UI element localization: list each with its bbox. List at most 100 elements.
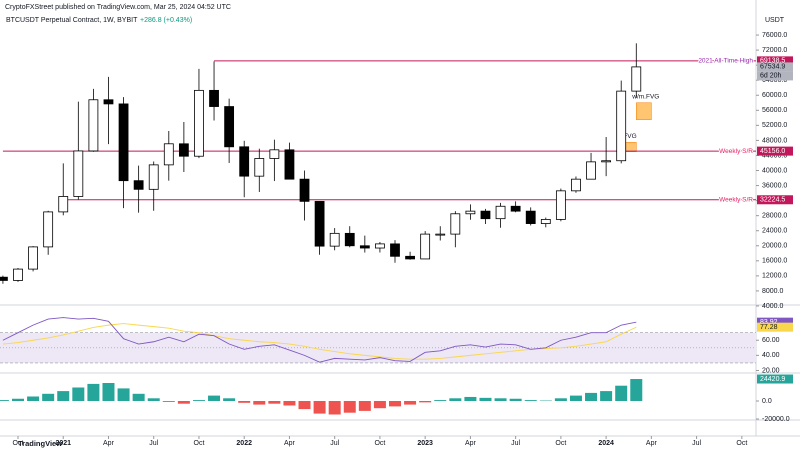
x-tick-label: Oct: [736, 440, 747, 447]
x-tick-label: Apr: [646, 440, 658, 447]
candle-body: [344, 232, 355, 247]
histogram-bar: [615, 385, 628, 401]
histogram-bar: [358, 401, 371, 411]
candle-body: [58, 196, 69, 213]
histogram-bar: [253, 401, 266, 405]
level-price-bg: [757, 56, 793, 66]
countdown: 6d 20h: [760, 73, 782, 80]
histogram-bar: [569, 395, 582, 401]
histogram-bar: [494, 398, 507, 401]
candle-body: [13, 268, 23, 281]
histogram-bar: [524, 400, 537, 401]
y-tick-label: 40.00: [762, 352, 780, 359]
candle-body: [284, 149, 295, 180]
candle-body: [435, 233, 446, 236]
x-tick-label: 2023: [417, 440, 433, 447]
x-tick-label: Jul: [511, 440, 520, 447]
histogram-bar: [479, 397, 492, 401]
candle-body: [405, 255, 415, 260]
x-tick-label: Jul: [330, 440, 339, 447]
candle-body: [299, 178, 310, 202]
histogram-bar: [12, 398, 24, 401]
y-tick-label: 28000.0: [762, 213, 787, 220]
histogram-bar: [72, 387, 85, 401]
histogram-bar: [162, 401, 175, 402]
candle-body: [616, 90, 627, 162]
histogram-bar: [343, 401, 356, 413]
candle-body: [133, 180, 144, 190]
candle-body: [390, 243, 400, 257]
y-tick-label: 72000.0: [762, 47, 787, 54]
candle-body: [269, 149, 280, 159]
y-tick-label: 60.00: [762, 337, 780, 344]
candle-body: [43, 211, 54, 248]
histogram-bar: [419, 401, 432, 403]
histogram-bar: [147, 398, 160, 401]
candle-body: [148, 164, 159, 190]
y-tick-label: 40000.0: [762, 167, 787, 174]
publisher: CryptoFXStreet published on TradingView.…: [5, 4, 231, 11]
histogram-bar: [102, 383, 115, 401]
y-tick-label: 24000.0: [762, 228, 787, 235]
candle-body: [209, 89, 219, 107]
rsi-value-bg: [757, 317, 793, 327]
y-tick-label: 76000.0: [762, 32, 787, 39]
x-tick-label: 2024: [598, 440, 614, 447]
candle-body: [314, 200, 325, 247]
histogram-bar: [449, 398, 462, 401]
histogram-bar: [27, 396, 40, 401]
y-tick-label: 20000.0: [762, 243, 787, 250]
countdown-bg: [757, 71, 793, 81]
candle-body: [601, 160, 612, 163]
histogram-bar: [434, 400, 447, 401]
x-tick-label: Apr: [465, 440, 477, 447]
level-price-bg: [757, 146, 793, 156]
histogram-bar: [238, 401, 251, 403]
brand: TradingView: [18, 439, 62, 448]
x-tick-label: Jul: [692, 440, 701, 447]
last-price: 67534.9: [760, 64, 785, 71]
currency: USDT: [765, 17, 785, 24]
candle-body: [73, 150, 84, 197]
y-tick-label: 48000.0: [762, 137, 787, 144]
y-tick-label: 12000.0: [762, 273, 787, 280]
candle-body: [163, 143, 174, 166]
fvg-label: w.FVG: [616, 133, 637, 140]
histogram-bar: [117, 388, 130, 401]
y-tick-label: -20000.0: [762, 416, 790, 423]
candle-body: [495, 205, 506, 220]
histogram-bar: [42, 393, 55, 401]
fvg-label: w/m.FVG: [631, 94, 659, 101]
candle-body: [224, 106, 235, 148]
histogram-bar: [223, 398, 236, 401]
histogram-bar: [509, 398, 522, 401]
candle-body: [631, 66, 642, 92]
x-tick-label: Oct: [194, 440, 205, 447]
y-tick-label: 52000.0: [762, 122, 787, 129]
histogram-value-bg: [757, 374, 793, 384]
x-tick-label: 2022: [236, 440, 252, 447]
histogram-bar: [268, 401, 281, 404]
histogram-value: 24420.9: [760, 376, 785, 383]
candle-body: [375, 243, 385, 249]
y-tick-label: 8000.0: [762, 288, 784, 295]
histogram-bar: [585, 392, 598, 401]
candle-body: [28, 246, 38, 270]
last-price-bg: [757, 62, 793, 72]
candle-body: [540, 219, 551, 224]
x-tick-label: Jul: [149, 440, 158, 447]
fvg-zone: [636, 102, 652, 120]
histogram-bar: [0, 400, 9, 401]
change: +286.8 (+0.43%): [140, 17, 192, 24]
histogram-bar: [389, 401, 401, 407]
candle-body: [480, 210, 491, 220]
rsi-line: [2, 317, 637, 363]
y-tick-label: 4000.0: [762, 303, 784, 310]
candle-body: [239, 146, 250, 177]
histogram-bar: [630, 379, 643, 401]
x-tick-label: Apr: [103, 440, 115, 447]
histogram-bar: [192, 400, 205, 401]
candle-body: [465, 210, 476, 215]
histogram-bar: [464, 396, 477, 401]
